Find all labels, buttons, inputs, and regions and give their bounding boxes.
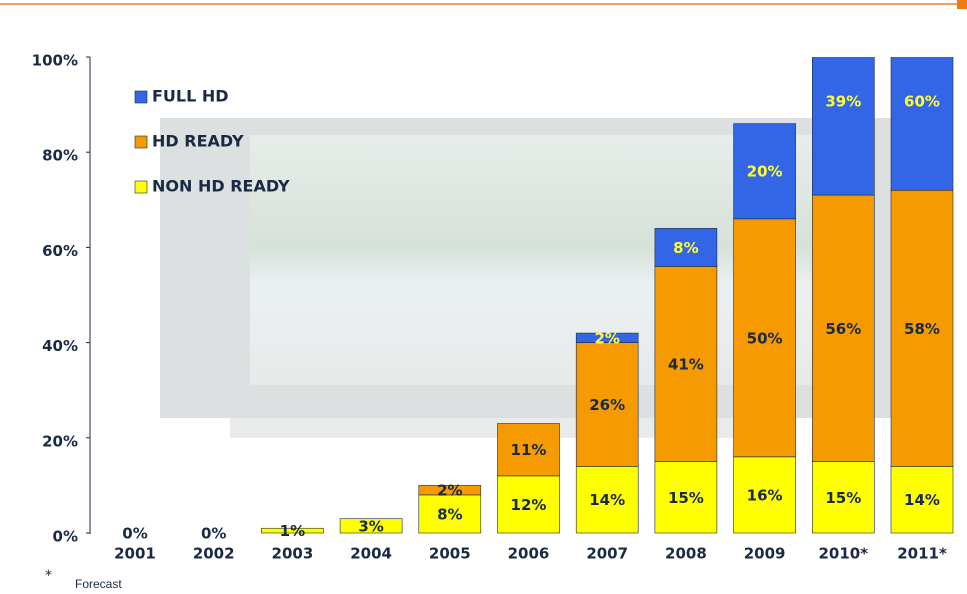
data-label: 0% [122, 525, 147, 543]
bar-segment [733, 123, 796, 220]
bar-segment [575, 342, 639, 467]
y-tick-label: 100% [32, 52, 78, 70]
data-label: 1% [280, 522, 305, 540]
bar-segment [654, 266, 718, 462]
data-label: 3% [358, 517, 383, 535]
bar-segment [654, 228, 718, 267]
x-tick-label: 2009 [744, 545, 786, 563]
data-label: 8% [673, 239, 698, 257]
x-tick-label: 2002 [193, 545, 235, 563]
bar-segment [733, 456, 796, 534]
data-label: 8% [437, 505, 462, 523]
bar-segment [890, 189, 954, 467]
data-label: 15% [825, 489, 861, 507]
legend-swatch [134, 180, 148, 194]
data-label: 12% [511, 496, 547, 514]
data-label: 14% [904, 491, 940, 509]
data-label: 60% [904, 93, 940, 111]
legend-label: NON HD READY [152, 177, 290, 196]
bar-segment [733, 218, 796, 458]
x-tick-label: 2008 [665, 545, 707, 563]
x-tick-label: 2007 [586, 545, 628, 563]
bar-segment [811, 194, 875, 462]
bar-segment [811, 461, 875, 534]
x-tick-label: 2006 [508, 545, 550, 563]
data-label: 50% [747, 329, 783, 347]
data-label: 16% [747, 486, 783, 504]
data-label: 2% [437, 482, 462, 500]
corner-mark [957, 0, 967, 9]
x-tick-label: 2005 [429, 545, 471, 563]
footnote: Forecast [75, 577, 122, 591]
legend-label: FULL HD [152, 87, 229, 106]
bar-segment [575, 332, 639, 343]
data-label: 41% [668, 356, 704, 374]
data-label: 0% [201, 525, 226, 543]
data-label: 11% [511, 441, 547, 459]
x-tick-label: 2010* [819, 545, 869, 563]
bar-segment [418, 485, 482, 496]
data-label: 15% [668, 489, 704, 507]
bar-segment [811, 57, 875, 196]
data-label: 26% [589, 396, 625, 414]
legend-label: HD READY [152, 132, 244, 151]
footnote-mark: * [45, 568, 52, 584]
x-tick-label: 2001 [114, 545, 156, 563]
x-tick-label: 2004 [350, 545, 392, 563]
bar-segment [497, 423, 560, 477]
data-label: 39% [825, 93, 861, 111]
y-tick-label: 40% [42, 337, 78, 355]
data-label: 2% [594, 329, 619, 347]
bar-segment [890, 466, 954, 534]
bar-segment [418, 494, 482, 534]
bars [261, 57, 954, 534]
y-tick-label: 0% [53, 528, 78, 546]
data-label: 14% [589, 491, 625, 509]
data-label: 20% [747, 163, 783, 181]
legend-swatch [134, 135, 148, 149]
data-label: 58% [904, 320, 940, 338]
bar-segment [261, 527, 324, 534]
bar-segment [339, 518, 403, 534]
bar-segment [654, 461, 718, 534]
x-tick-label: 2003 [272, 545, 314, 563]
legend-swatch [134, 90, 148, 104]
y-tick-label: 20% [42, 432, 78, 450]
bar-segment [497, 475, 560, 534]
data-label: 56% [825, 320, 861, 338]
y-tick-label: 60% [42, 242, 78, 260]
bar-segment [890, 57, 954, 191]
y-tick-label: 80% [42, 147, 78, 165]
x-tick-label: 2011* [897, 545, 947, 563]
